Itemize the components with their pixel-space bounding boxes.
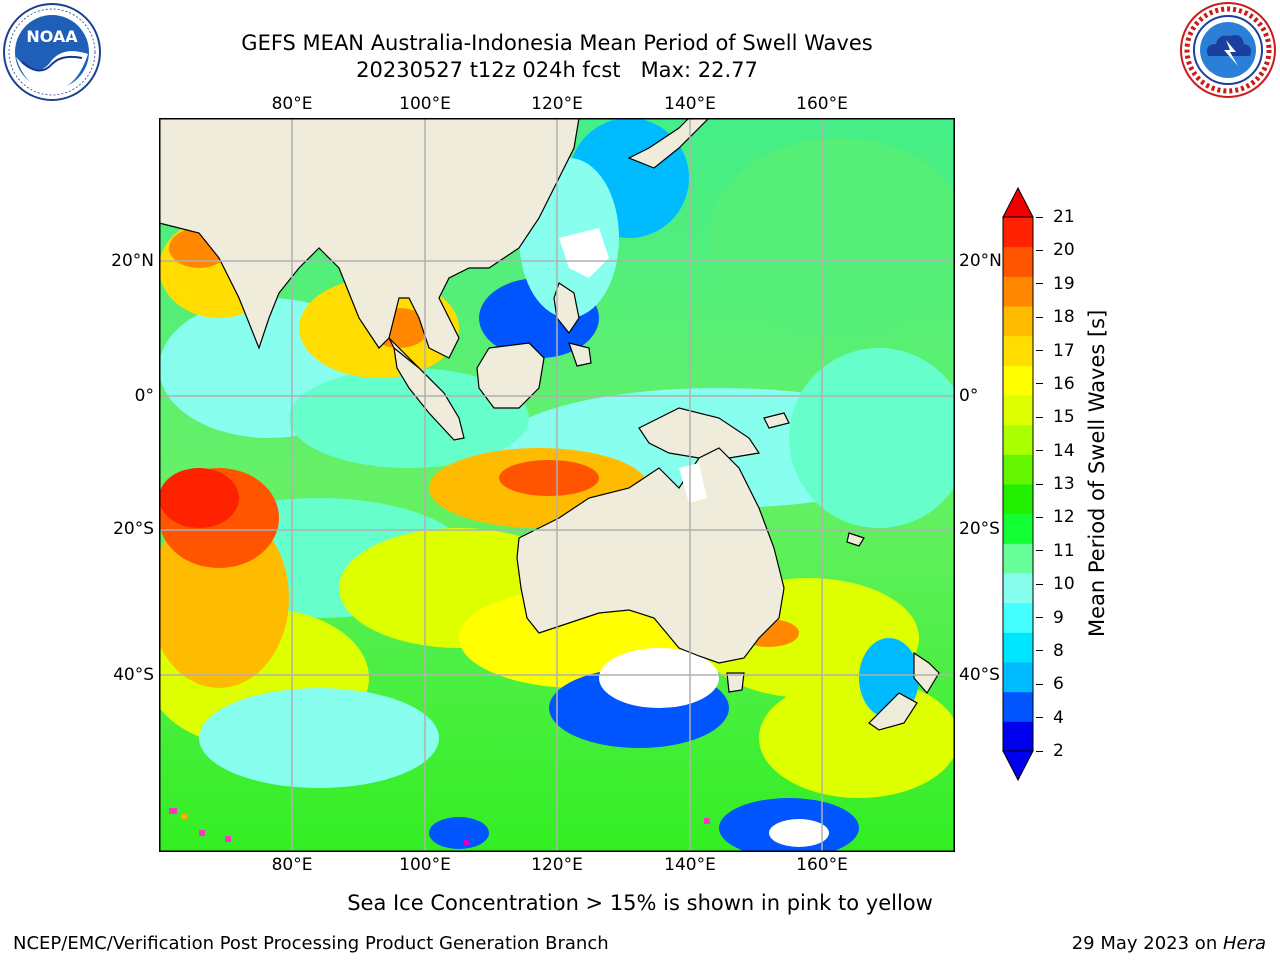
noaa-logo-icon: NOAA: [2, 2, 102, 102]
colorbar-tick-label: 13: [1053, 474, 1075, 494]
run-date: 29 May 2023 on Hera: [1072, 933, 1266, 954]
colorbar-over-arrow: [1002, 186, 1034, 218]
colorbar-segment: [1003, 335, 1033, 366]
colorbar-tick-mark: [1036, 650, 1043, 652]
colorbar-tick-mark: [1036, 483, 1043, 485]
sea-ice-patches: [169, 808, 710, 846]
lon-label-top: 80°E: [271, 94, 313, 114]
lon-label-top: 120°E: [531, 94, 583, 114]
colorbar-tick-mark: [1036, 683, 1043, 685]
map-frame: [159, 118, 955, 852]
colorbar-label: Mean Period of Swell Waves [s]: [1085, 309, 1109, 637]
lat-label-right: 40°S: [959, 665, 1000, 685]
lat-label-left: 40°S: [113, 665, 154, 685]
lon-label-bottom: 140°E: [664, 855, 716, 875]
colorbar-tick-label: 16: [1053, 373, 1075, 394]
nws-logo-icon: [1178, 0, 1278, 100]
colorbar-tick-mark: [1036, 550, 1043, 552]
colorbar-tick-label: 21: [1053, 207, 1075, 227]
colorbar-tick-label: 8: [1053, 640, 1064, 661]
colorbar-segment: [1003, 365, 1033, 396]
colorbar-segment: [1003, 217, 1033, 248]
colorbar-tick-label: 11: [1053, 540, 1075, 561]
lon-label-bottom: 160°E: [796, 855, 848, 875]
colorbar-segment: [1003, 632, 1033, 663]
colorbar-segment: [1003, 543, 1033, 574]
sea-ice-note: Sea Ice Concentration > 15% is shown in …: [347, 891, 933, 915]
colorbar: [1000, 186, 1036, 782]
colorbar-tick-label: 12: [1053, 507, 1075, 528]
lon-label-top: 160°E: [796, 94, 848, 114]
colorbar-tick-label: 15: [1053, 407, 1075, 428]
lat-label-left: 20°N: [111, 251, 154, 271]
colorbar-tick-mark: [1036, 283, 1043, 285]
swell-field-patches: [149, 118, 969, 858]
colorbar-tick-label: 19: [1053, 273, 1075, 294]
colorbar-tick-label: 4: [1053, 707, 1064, 728]
colorbar-tick-label: 17: [1053, 340, 1075, 361]
colorbar-segment: [1003, 602, 1033, 633]
swell-period-map[interactable]: [149, 117, 969, 858]
colorbar-tick-mark: [1036, 750, 1043, 752]
colorbar-tick-label: 6: [1053, 674, 1064, 695]
colorbar-segment: [1003, 395, 1033, 426]
colorbar-tick-label: 14: [1053, 440, 1075, 461]
run-date-text: 29 May 2023 on: [1071, 933, 1223, 954]
chart-subtitle: 20230527 t12z 024h fcst Max: 22.77: [356, 58, 758, 82]
colorbar-segment: [1003, 662, 1033, 693]
lon-label-top: 100°E: [399, 94, 451, 114]
land-masses: [158, 117, 940, 731]
lon-label-bottom: 100°E: [399, 855, 451, 875]
colorbar-segment: [1003, 484, 1033, 515]
lon-label-bottom: 80°E: [271, 855, 313, 875]
colorbar-tick-label: 18: [1053, 307, 1075, 328]
lat-label-left: 20°S: [113, 519, 154, 539]
colorbar-tick-mark: [1036, 583, 1043, 585]
colorbar-tick-mark: [1036, 383, 1043, 385]
colorbar-tick-mark: [1036, 316, 1043, 318]
colorbar-segment: [1003, 424, 1033, 455]
noaa-logo-text: NOAA: [26, 27, 78, 46]
lon-label-bottom: 120°E: [531, 855, 583, 875]
colorbar-tick-mark: [1036, 350, 1043, 351]
credit-text: NCEP/EMC/Verification Post Processing Pr…: [13, 933, 609, 954]
colorbar-segment: [1003, 721, 1033, 752]
colorbar-tick-label: 10: [1053, 574, 1075, 595]
graticule: [159, 118, 955, 852]
lat-label-right: 20°S: [959, 519, 1000, 539]
colorbar-tick-mark: [1036, 450, 1043, 452]
colorbar-tick-mark: [1036, 516, 1043, 518]
lon-label-top: 140°E: [664, 94, 716, 114]
colorbar-tick-label: 9: [1053, 607, 1064, 628]
machine-name: Hera: [1222, 933, 1266, 954]
lat-label-left: 0°: [134, 386, 154, 406]
chart-title: GEFS MEAN Australia-Indonesia Mean Perio…: [241, 31, 873, 55]
colorbar-segment: [1003, 454, 1033, 485]
colorbar-tick-label: 20: [1053, 240, 1075, 261]
colorbar-tick-label: 2: [1053, 741, 1064, 761]
colorbar-segment: [1003, 246, 1033, 277]
colorbar-segment: [1003, 276, 1033, 307]
colorbar-tick-mark: [1036, 617, 1043, 618]
colorbar-segment: [1003, 513, 1033, 544]
colorbar-tick-mark: [1036, 249, 1043, 251]
colorbar-under-arrow: [1002, 750, 1034, 782]
colorbar-tick-mark: [1036, 216, 1043, 218]
colorbar-tick-mark: [1036, 416, 1043, 418]
lat-label-right: 20°N: [959, 251, 1002, 271]
colorbar-tick-mark: [1036, 717, 1043, 719]
colorbar-segment: [1003, 691, 1033, 722]
colorbar-segment: [1003, 306, 1033, 337]
no-data-areas: [559, 228, 707, 503]
colorbar-segment: [1003, 573, 1033, 604]
lat-label-right: 0°: [959, 386, 979, 406]
